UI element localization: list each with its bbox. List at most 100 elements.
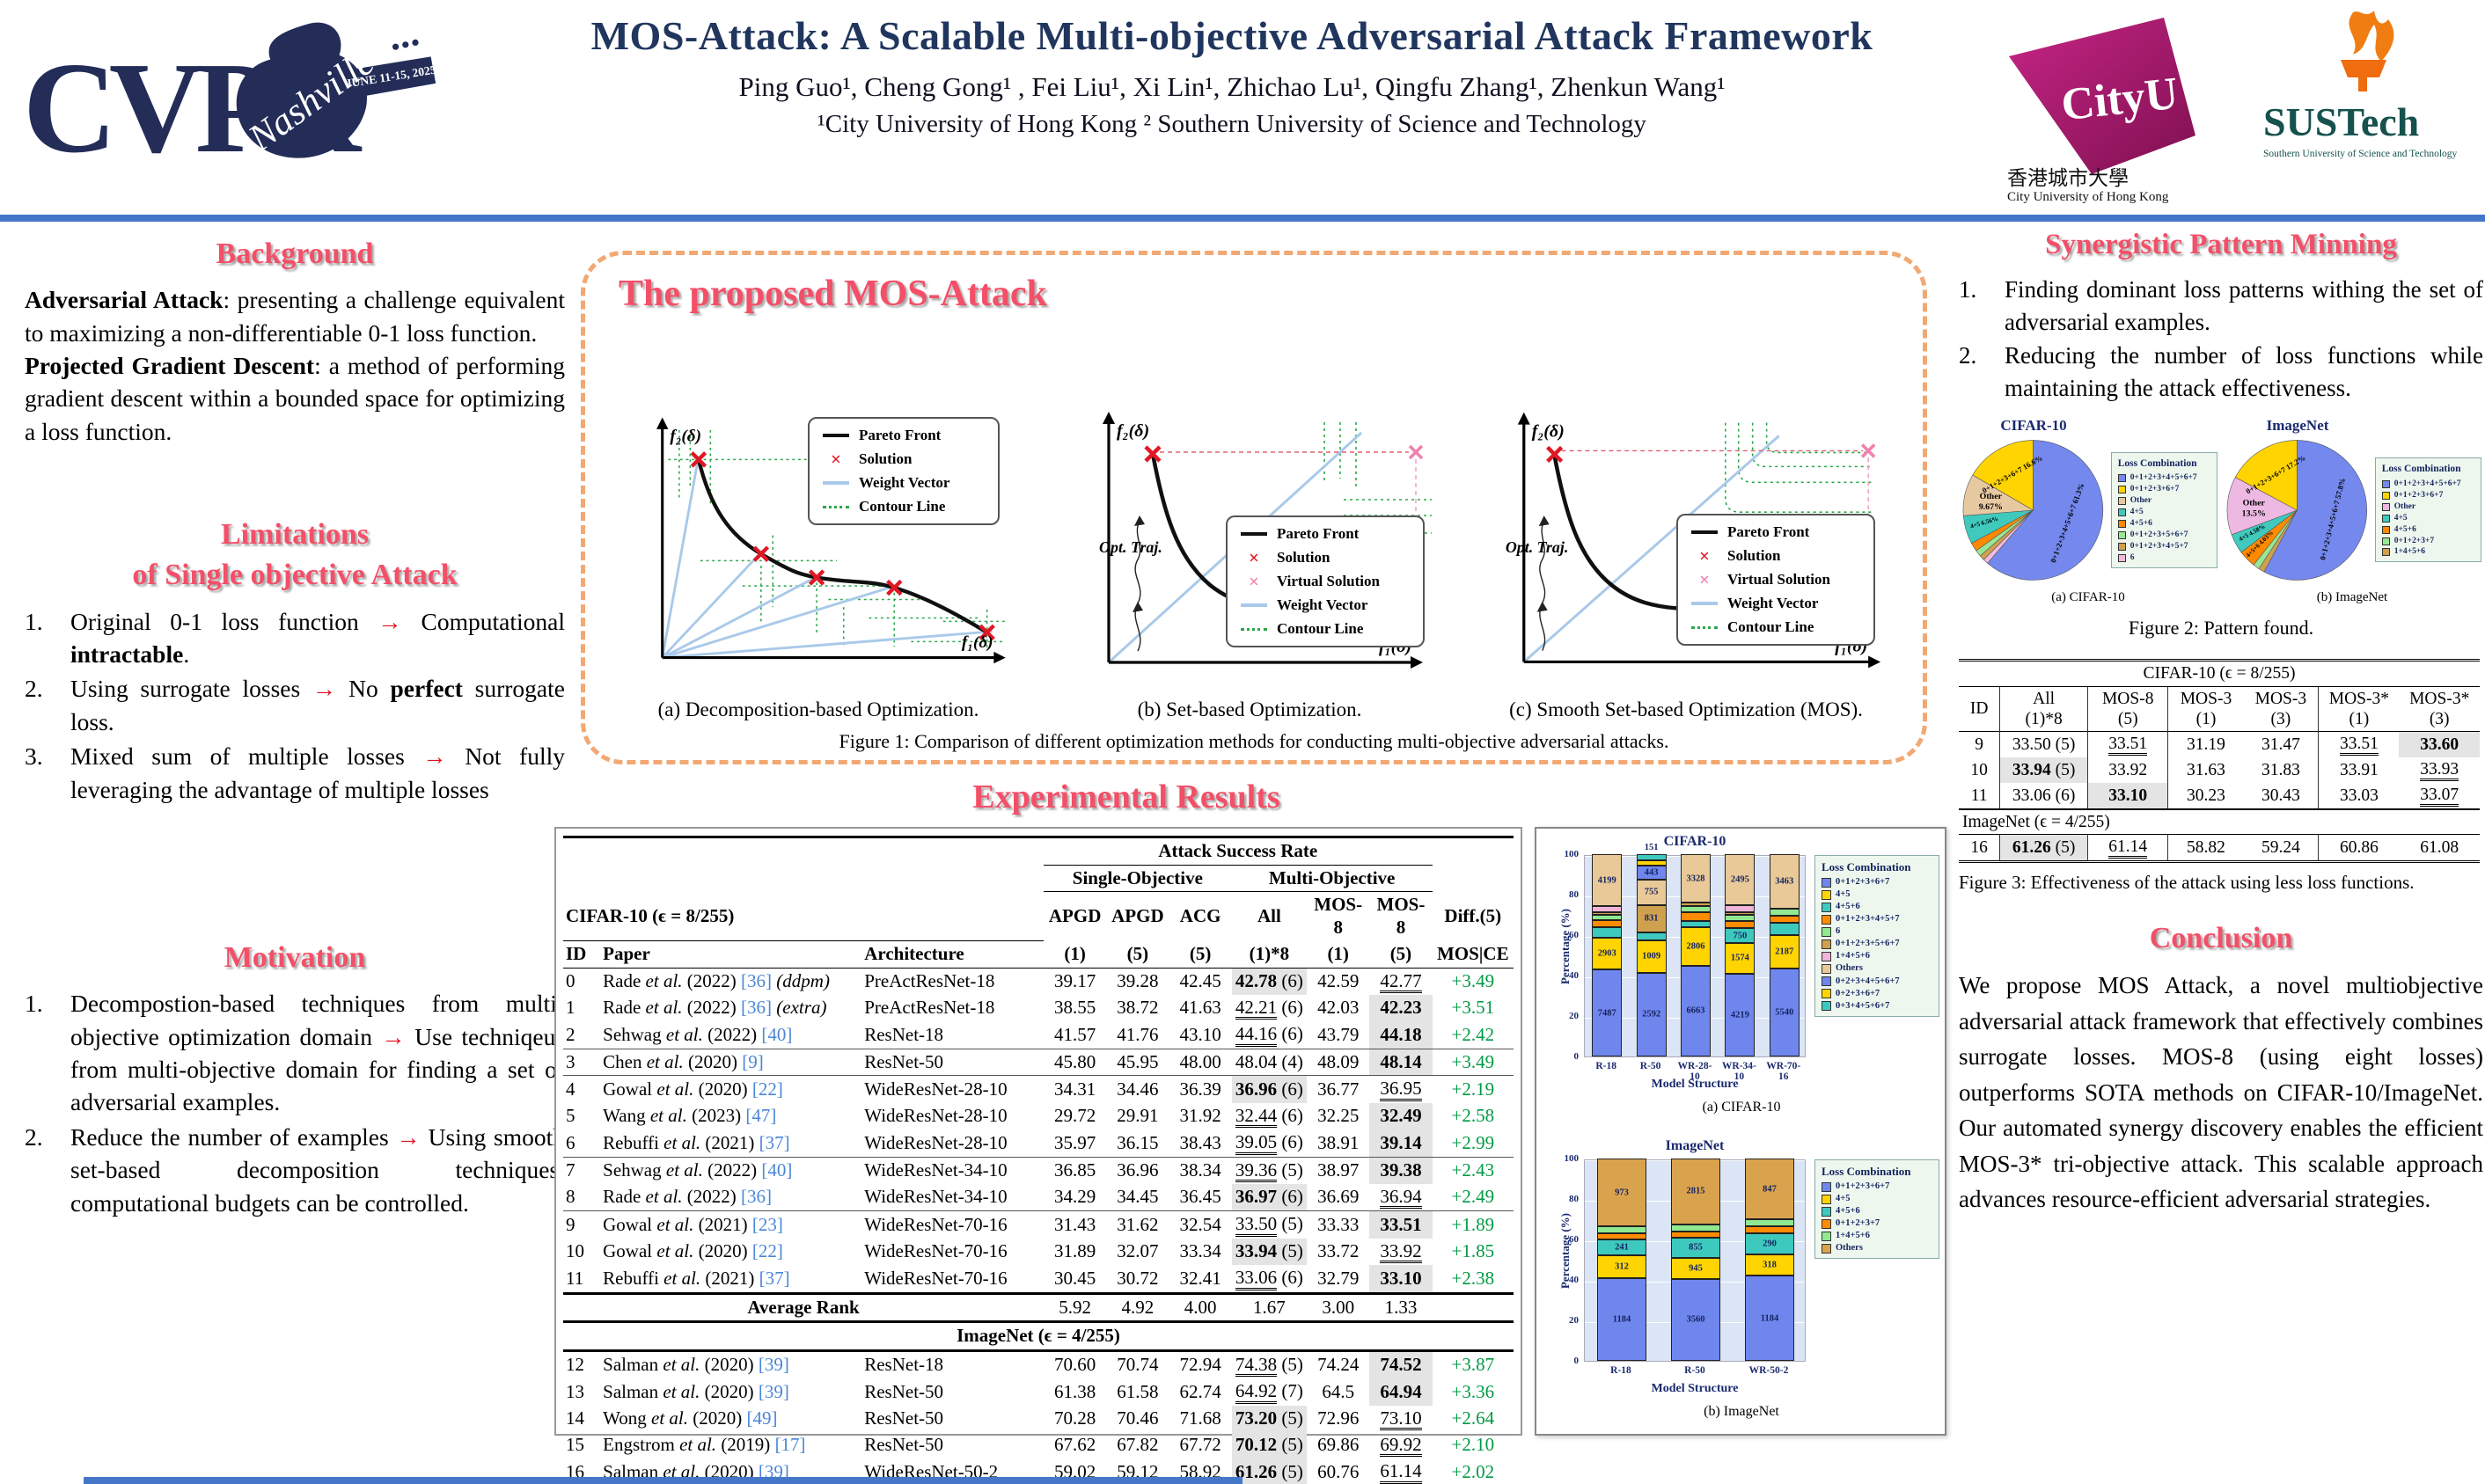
table-cell: 31.92 (1179, 1105, 1221, 1127)
bar-segment (1681, 911, 1711, 921)
legend-label: Pareto Front (1277, 525, 1360, 542)
legend-label: 0+2+3+6+7 (1836, 988, 1880, 998)
table-cell: APGD (1048, 905, 1102, 927)
table-cell: 69.92 (1369, 1432, 1432, 1458)
citation-ref: [22] (751, 1078, 783, 1100)
list-number: 2. (25, 1122, 43, 1151)
table-cell: 67.82 (1117, 1434, 1159, 1456)
table-cell: 29.91 (1117, 1105, 1159, 1127)
imagenet-pie-title: ImageNet (2266, 416, 2329, 434)
table-cell: 33.94 (5) (1231, 1238, 1308, 1266)
value: 36.94 (1380, 1187, 1422, 1210)
value: 32.44 (1235, 1106, 1278, 1129)
y-tick-label: 100 (1564, 849, 1580, 859)
legend-entry: × Virtual Solution (1690, 568, 1861, 590)
table-cell: 36.97 (6) (1231, 1184, 1308, 1211)
header-center: MOS-Attack: A Scalable Multi-objective A… (493, 12, 1971, 139)
bar-segment: 2815 (1671, 1159, 1720, 1224)
experimental-results-heading: Experimental Results (972, 779, 1280, 815)
table-cell: All (1257, 905, 1281, 927)
background-heading: Background (216, 238, 374, 270)
table-cell: +1.85 (1451, 1240, 1495, 1262)
table-row: ImageNet (ϵ = 4/255) (1959, 808, 2480, 836)
value: 30.43 (2261, 786, 2300, 805)
pie-slice (1972, 440, 2034, 511)
table-cell: 38.43 (1179, 1131, 1221, 1153)
contour-line-icon (1690, 625, 1719, 629)
chart-plot-area: 1184 312 241 973 3560 945 855 2815 1184 318 290 847 (1584, 1159, 1806, 1362)
table-cell: +2.49 (1451, 1186, 1495, 1208)
pie-slice (1987, 440, 2104, 581)
table-cell: 34.29 (1054, 1186, 1096, 1208)
plot-c-caption: (c) Smooth Set-based Optimization (MOS). (1509, 698, 1863, 720)
table-cell: 33.06 (6) (1232, 1265, 1307, 1293)
table-cell: 36.77 (1317, 1078, 1360, 1100)
legend-swatch (1822, 914, 1831, 925)
legend-label: 4+5+6 (2393, 524, 2416, 534)
table-row: 2 Sehwag et al. (2022) [40] ResNet-18 41.57… (563, 1021, 1514, 1049)
bar-segment: 2187 (1769, 935, 1800, 969)
table-cell: ResNet-50 (864, 1434, 944, 1456)
etal-text: et al. (649, 1105, 687, 1127)
y-tick-label: 100 (1564, 1153, 1580, 1164)
table-cell: (5) (1189, 942, 1212, 964)
value: 33.60 (2420, 735, 2459, 755)
legend-entry: 0+2+3+4+5+6+7 (1822, 976, 1932, 987)
table-row: 14 Wong et al. (2020) [49] ResNet-50 70.28 7… (563, 1405, 1514, 1433)
bar-segment (1681, 905, 1711, 912)
legend-label: 1+4+5+6 (2393, 547, 2426, 557)
legend-swatch (1822, 1206, 1831, 1217)
table-cell: +2.64 (1451, 1407, 1495, 1429)
table-cell: 36.85 (1054, 1159, 1096, 1181)
table-cell: 32.41 (1179, 1267, 1221, 1289)
table-cell: 38.97 (1317, 1159, 1360, 1181)
bar: 7487 2903 4199 (1592, 854, 1623, 1056)
table-cell: 8 (566, 1186, 575, 1208)
cityu-acronym: CityU (2059, 69, 2181, 131)
table-cell: +3.49 (1451, 969, 1495, 991)
bar-segment-label: 2187 (1775, 947, 1794, 957)
legend-entry: 4+5 (1822, 1194, 1932, 1204)
legend-swatch (1822, 963, 1831, 974)
optimization-trajectory (1134, 520, 1141, 652)
table-cell: +2.42 (1451, 1023, 1495, 1045)
legend-swatch (1822, 1231, 1831, 1241)
bar-segment: 241 (1597, 1239, 1646, 1256)
guitar-body-shape (236, 22, 368, 158)
bar: 1184 318 290 847 (1745, 1159, 1794, 1361)
legend-label: 0+1+2+3+5+6+7 (2129, 530, 2188, 540)
table-cell: +2.02 (1451, 1460, 1495, 1482)
legend-label: Solution (1277, 549, 1330, 566)
bar-segment (1592, 911, 1623, 915)
solution-icon: × (1699, 545, 1710, 567)
legend-label: Other (2129, 496, 2152, 506)
table-cell: 38.55 (1054, 997, 1096, 1019)
table-cell: MOS-8 (1314, 894, 1363, 938)
table-cell: 33.07 (2399, 783, 2480, 809)
legend-label: 1+4+5+6 (1836, 951, 1870, 961)
table-cell: 73.20 (5) (1231, 1405, 1308, 1433)
table-cell: +2.10 (1451, 1434, 1495, 1456)
table-cell: 42.21 (6) (1232, 995, 1307, 1021)
cvpr-logo: CVPR Nashville JUNE 11-15, 2025 (18, 9, 440, 204)
bar-segment-label: 241 (1615, 1242, 1629, 1253)
legend-swatch (2117, 474, 2126, 483)
list-number: 2. (1959, 342, 1977, 369)
table-cell: 4.92 (1121, 1296, 1155, 1318)
value: 32.49 (1380, 1105, 1422, 1127)
bar-segment-label: 1009 (1642, 951, 1661, 961)
table-cell: Paper (603, 942, 650, 964)
table-cell: 31.62 (1117, 1213, 1159, 1235)
table-cell (563, 837, 1044, 866)
table-cell: Attack Success Rate (1044, 837, 1433, 866)
table-cell: 39.14 (1369, 1129, 1433, 1158)
legend-label: 4+5 (1836, 1194, 1851, 1204)
list-item-text: Finding dominant loss patterns withing t… (2005, 275, 2483, 335)
synergy-list: 1. Finding dominant loss patterns withing… (1959, 274, 2483, 405)
virtual-solution-icon: × (1699, 568, 1710, 590)
etal-text: et al. (663, 1380, 700, 1402)
value: 42.78 (1235, 969, 1278, 991)
table-cell: 67.62 (1054, 1434, 1096, 1456)
table-cell: 39.17 (1054, 969, 1096, 991)
plot-a-legend: Pareto Front × Solution Weight Vector Contou… (808, 417, 1000, 525)
